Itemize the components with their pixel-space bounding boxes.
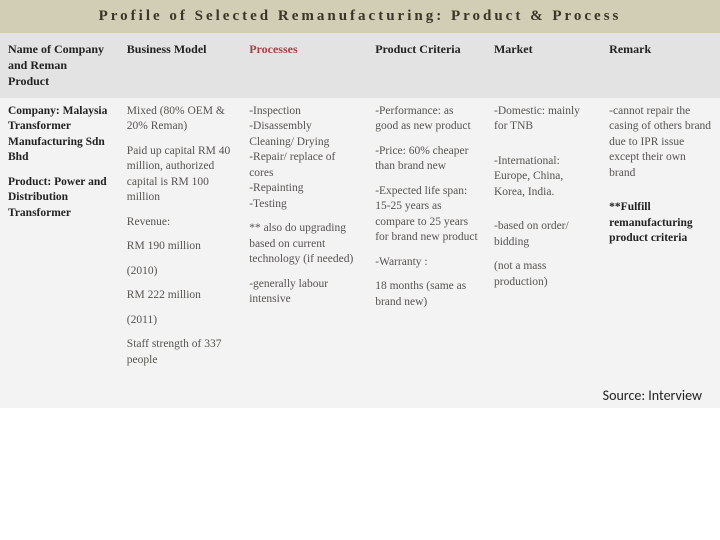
col-header-remark: Remark xyxy=(601,33,720,98)
criteria-price: -Price: 60% cheaper than brand new xyxy=(375,144,478,175)
table-row: Company: Malaysia Transformer Manufactur… xyxy=(0,98,720,384)
page-title: Profile of Selected Remanufacturing: Pro… xyxy=(0,0,720,33)
product-label: Product: xyxy=(8,176,51,188)
proc-repair: -Repair/ replace of cores xyxy=(249,150,359,181)
cell-market: -Domestic: mainly for TNB -International… xyxy=(486,98,601,384)
criteria-life: -Expected life span: 15-25 years as comp… xyxy=(375,184,478,246)
remark-ipr: -cannot repair the casing of others bran… xyxy=(609,104,712,182)
criteria-warranty-label: -Warranty : xyxy=(375,255,478,271)
market-domestic: -Domestic: mainly for TNB xyxy=(494,104,593,135)
proc-testing: -Testing xyxy=(249,197,359,213)
col-header-product-criteria: Product Criteria xyxy=(367,33,486,98)
company-label: Company: xyxy=(8,105,60,117)
proc-labour: -generally labour intensive xyxy=(249,277,359,308)
criteria-warranty-value: 18 months (same as brand new) xyxy=(375,279,478,310)
col-header-business-model: Business Model xyxy=(119,33,241,98)
proc-disassembly: -Disassembly xyxy=(249,119,359,135)
revenue-label: Revenue: xyxy=(127,215,233,231)
cell-processes: -Inspection -Disassembly Cleaning/ Dryin… xyxy=(241,98,367,384)
cell-product-criteria: -Performance: as good as new product -Pr… xyxy=(367,98,486,384)
criteria-performance: -Performance: as good as new product xyxy=(375,104,478,135)
proc-upgrade-note: ** also do upgrading based on current te… xyxy=(249,221,359,268)
market-mass: (not a mass production) xyxy=(494,259,593,290)
capital-text: Paid up capital RM 40 million, authorize… xyxy=(127,144,233,206)
col-header-company: Name of Company and Reman Product xyxy=(0,33,119,98)
staff-text: Staff strength of 337 people xyxy=(127,337,233,368)
table-header-row: Name of Company and Reman Product Busine… xyxy=(0,33,720,98)
cell-business-model: Mixed (80% OEM & 20% Reman) Paid up capi… xyxy=(119,98,241,384)
proc-repainting: -Repainting xyxy=(249,181,359,197)
source-footer: Source: Interview xyxy=(0,383,720,408)
cell-company-product: Company: Malaysia Transformer Manufactur… xyxy=(0,98,119,384)
rev-2010: RM 190 million xyxy=(127,239,233,255)
remark-fulfill: **Fulfill remanufacturing product criter… xyxy=(609,200,712,247)
market-international: -International: Europe, China, Korea, In… xyxy=(494,154,593,201)
proc-cleaning: Cleaning/ Drying xyxy=(249,135,359,151)
proc-inspection: -Inspection xyxy=(249,104,359,120)
mix-text: Mixed (80% OEM & 20% Reman) xyxy=(127,104,233,135)
rev-2011-year: (2011) xyxy=(127,313,233,329)
col-header-market: Market xyxy=(486,33,601,98)
rev-2011: RM 222 million xyxy=(127,288,233,304)
col-header-processes: Processes xyxy=(241,33,367,98)
rev-2010-year: (2010) xyxy=(127,264,233,280)
market-order: -based on order/ bidding xyxy=(494,219,593,250)
cell-remark: -cannot repair the casing of others bran… xyxy=(601,98,720,384)
